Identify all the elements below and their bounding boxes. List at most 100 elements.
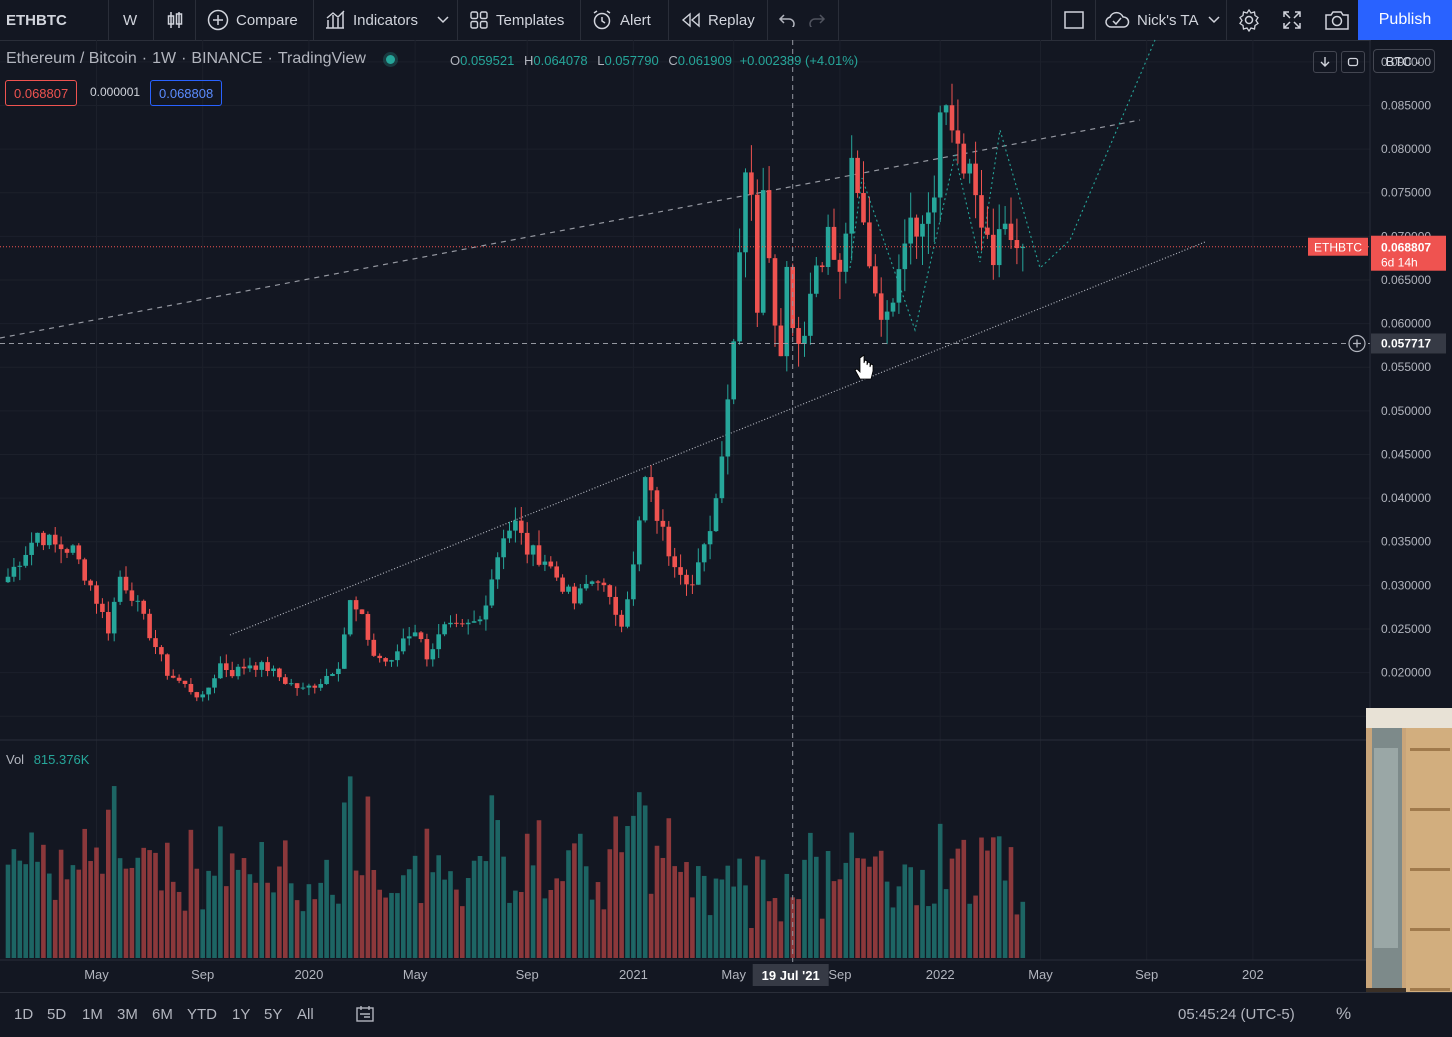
compare-label: Compare <box>236 11 298 29</box>
currency-select[interactable]: BTC ⌄ <box>1373 49 1435 73</box>
volume-bar <box>442 879 447 958</box>
candle-body <box>819 265 825 268</box>
volume-bar <box>985 850 990 958</box>
candle-body <box>471 621 477 623</box>
indicators-button[interactable]: Indicators <box>324 0 418 40</box>
sell-price-button[interactable]: 0.068807 <box>5 80 78 106</box>
divider <box>1051 0 1052 40</box>
price-tick: 0.050000 <box>1381 404 1431 418</box>
candle-body <box>654 490 660 521</box>
volume-bar <box>265 882 270 958</box>
volume-bar <box>418 903 424 958</box>
candle-body <box>194 692 200 698</box>
candle-body <box>595 581 601 583</box>
gear-icon[interactable] <box>1237 0 1268 40</box>
volume-value: 815.376K <box>33 752 90 767</box>
candle-body <box>666 526 672 557</box>
buy-price-button[interactable]: 0.068808 <box>150 80 223 106</box>
candle-body <box>766 190 772 259</box>
volume-bar <box>448 871 453 958</box>
volume-bar <box>247 874 253 958</box>
candle-body <box>176 677 182 681</box>
layout-save-button[interactable]: Nick's TA <box>1104 0 1198 40</box>
candle-body <box>117 576 123 602</box>
candle-body <box>548 561 554 567</box>
volume-bar <box>1002 880 1008 958</box>
symbol-label: ETHBTC <box>6 11 67 29</box>
alert-button[interactable]: Alert <box>591 0 651 40</box>
volume-bar <box>725 865 731 958</box>
candle-body <box>707 531 713 545</box>
change-value: +0.002389 (+4.01%) <box>739 53 859 68</box>
volume-bar <box>477 856 483 958</box>
redo-icon[interactable] <box>808 0 833 40</box>
symbol-tag: ETHBTC <box>1314 241 1362 255</box>
layout-square-icon[interactable] <box>1063 0 1092 40</box>
candle-body <box>442 624 447 635</box>
volume-bar <box>495 820 500 958</box>
candle-body <box>908 217 913 244</box>
clock-timezone[interactable]: 05:45:24 (UTC-5) <box>1178 1005 1295 1023</box>
candle-body <box>719 456 725 499</box>
volume-bar <box>672 866 677 958</box>
volume-bar <box>701 875 707 958</box>
range-button-5d[interactable]: 5D <box>47 1005 67 1023</box>
candle-body <box>383 658 388 662</box>
range-button-5y[interactable]: 5Y <box>264 1005 283 1023</box>
volume-legend: Vol 815.376K <box>6 752 89 767</box>
date-range-icon[interactable] <box>355 993 375 1035</box>
last-price-tag-bg <box>1371 235 1446 271</box>
volume-bar <box>731 886 736 958</box>
range-button-1y[interactable]: 1Y <box>232 1005 251 1023</box>
undo-icon[interactable] <box>778 0 803 40</box>
refresh-icon[interactable] <box>1341 51 1365 73</box>
projection-path <box>849 39 1156 332</box>
candle-body <box>749 172 754 195</box>
range-button-1m[interactable]: 1M <box>82 1005 103 1023</box>
range-button-6m[interactable]: 6M <box>152 1005 173 1023</box>
replay-button[interactable]: Replay <box>681 0 755 40</box>
volume-bar <box>5 864 11 958</box>
range-button-ytd[interactable]: YTD <box>187 1005 217 1023</box>
range-button-all[interactable]: All <box>297 1005 314 1023</box>
compare-button[interactable]: Compare <box>207 0 298 40</box>
chevron-down-icon[interactable] <box>437 0 456 40</box>
volume-bar <box>123 868 129 958</box>
chevron-down-icon[interactable] <box>1208 0 1227 40</box>
download-icon[interactable] <box>1313 51 1337 73</box>
volume-bar <box>218 826 223 958</box>
camera-icon[interactable] <box>1324 0 1357 40</box>
percent-toggle[interactable]: % <box>1336 1004 1352 1023</box>
candles-icon[interactable] <box>165 0 192 40</box>
candle-body <box>123 576 129 591</box>
range-button-1d[interactable]: 1D <box>14 1005 34 1023</box>
candle-body <box>884 311 890 320</box>
volume-bar <box>117 858 123 958</box>
volume-bar <box>961 839 967 958</box>
volume-bar <box>920 869 925 958</box>
volume-bar <box>583 866 589 958</box>
templates-icon <box>470 11 488 29</box>
volume-bar <box>188 829 194 958</box>
volume-bar <box>796 899 801 958</box>
volume-bar <box>106 809 111 958</box>
volume-bar <box>135 857 141 958</box>
candle-body <box>253 665 259 670</box>
volume-bar <box>631 815 636 958</box>
fullscreen-icon[interactable] <box>1282 0 1309 40</box>
templates-button[interactable]: Templates <box>469 0 564 40</box>
candle-body <box>47 534 52 546</box>
candle-body <box>448 622 453 625</box>
candle-body <box>489 579 495 606</box>
candle-body <box>365 614 371 640</box>
publish-button[interactable]: Publish <box>1358 0 1452 40</box>
candle-body <box>755 194 760 313</box>
range-button-3m[interactable]: 3M <box>117 1005 138 1023</box>
cloud-icon <box>1105 11 1130 28</box>
interval-button[interactable]: W <box>123 0 137 40</box>
volume-bar <box>802 859 807 958</box>
candle-body <box>949 105 955 131</box>
symbol-search[interactable]: ETHBTC <box>6 0 67 40</box>
candle-body <box>536 545 542 565</box>
